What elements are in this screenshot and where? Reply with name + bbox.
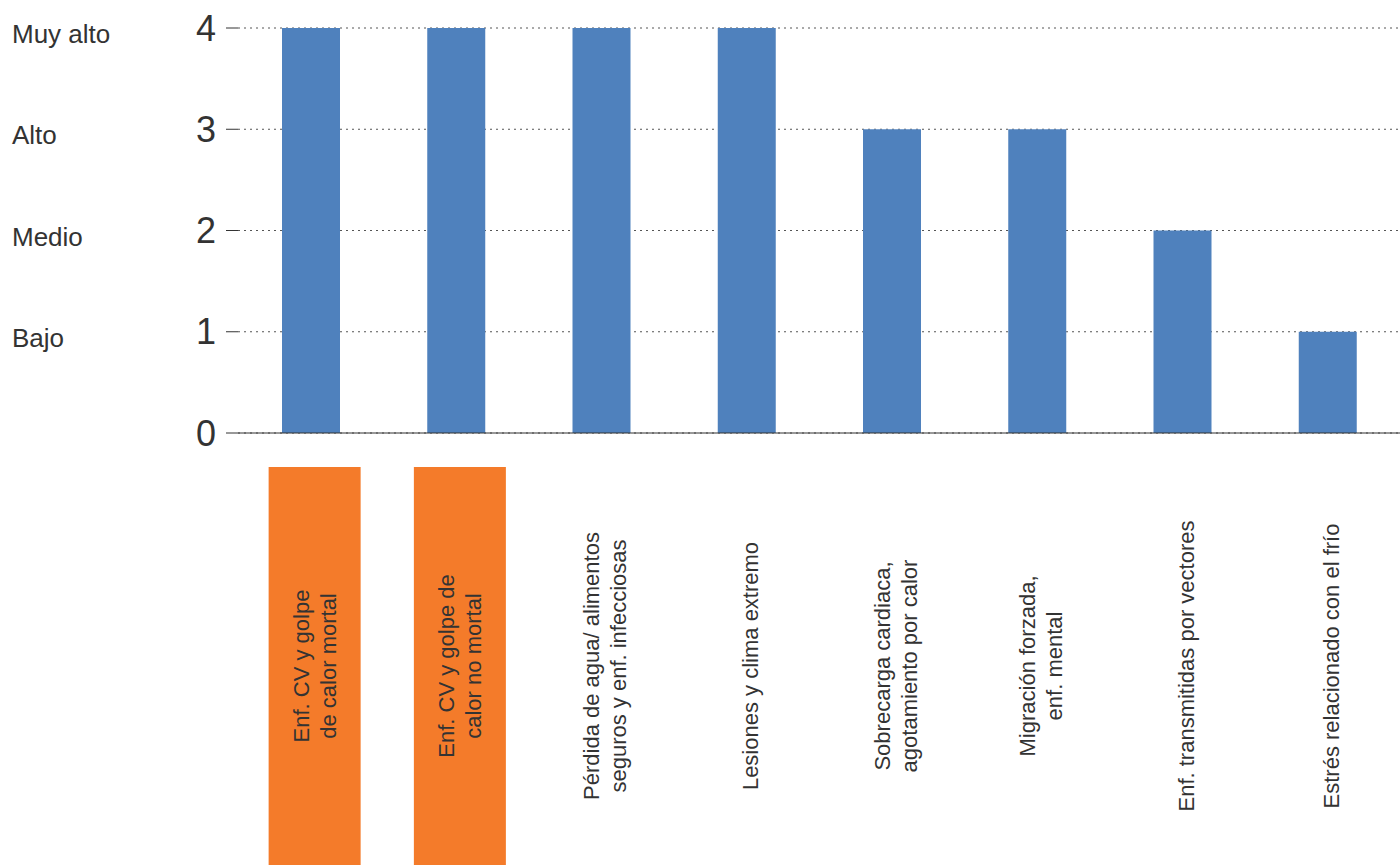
svg-text:1: 1 [196, 311, 216, 352]
svg-text:Sobrecarga cardiaca,: Sobrecarga cardiaca, [870, 561, 895, 770]
svg-text:2: 2 [196, 210, 216, 251]
svg-text:Muy alto: Muy alto [12, 19, 110, 49]
svg-text:Migración forzada,: Migración forzada, [1015, 576, 1040, 757]
svg-text:Alto: Alto [12, 120, 57, 150]
svg-text:Medio: Medio [12, 222, 83, 252]
svg-text:agotamiento por calor: agotamiento por calor [897, 560, 922, 773]
svg-text:Pérdida de agua/ alimentos: Pérdida de agua/ alimentos [579, 532, 604, 800]
svg-text:0: 0 [196, 413, 216, 454]
svg-text:Bajo: Bajo [12, 323, 64, 353]
svg-text:Estrés relacionado con el frío: Estrés relacionado con el frío [1319, 524, 1344, 809]
svg-text:Enf. transmitidas por vectores: Enf. transmitidas por vectores [1174, 520, 1199, 811]
svg-text:Enf. CV y golpe: Enf. CV y golpe [289, 590, 314, 743]
svg-text:de calor mortal: de calor mortal [316, 593, 341, 739]
svg-text:calor no mortal: calor no mortal [461, 593, 486, 739]
svg-text:seguros y enf. infecciosas: seguros y enf. infecciosas [606, 539, 631, 792]
svg-text:Lesiones y clima extremo: Lesiones y clima extremo [738, 542, 763, 790]
svg-text:enf. mental: enf. mental [1042, 612, 1067, 721]
svg-text:3: 3 [196, 109, 216, 150]
svg-text:4: 4 [196, 8, 216, 49]
svg-text:Enf. CV y golpe de: Enf. CV y golpe de [434, 574, 459, 757]
